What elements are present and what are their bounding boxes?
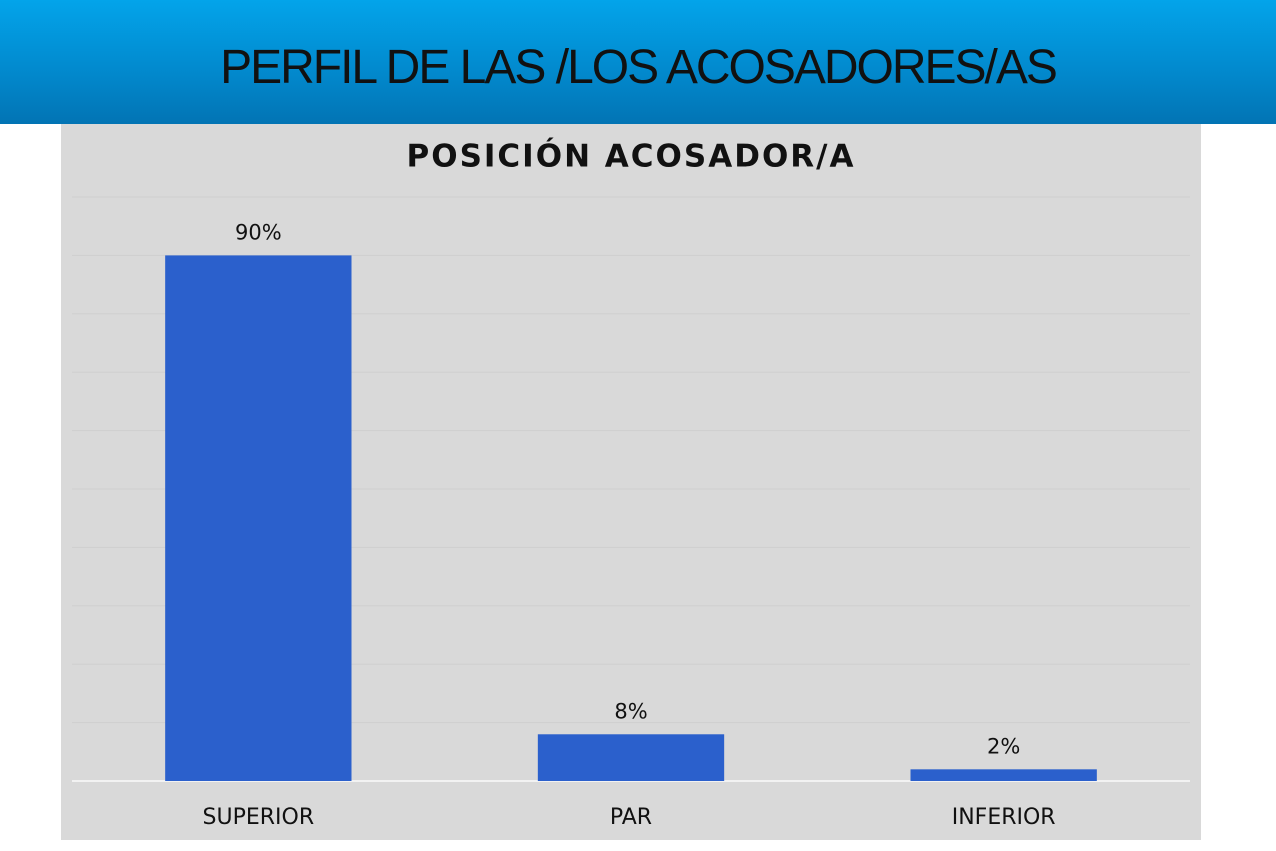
data-label: 8% (614, 699, 647, 723)
x-tick-label: SUPERIOR (203, 805, 315, 830)
x-tick-label: PAR (610, 805, 652, 830)
page-title: PERFIL DE LAS /LOS ACOSADORES/AS (220, 40, 1058, 94)
data-label: 90% (235, 220, 282, 244)
bar (537, 734, 725, 781)
data-label: 2% (987, 734, 1020, 758)
banner: PERFIL DE LAS /LOS ACOSADORES/AS (0, 0, 1276, 124)
x-tick-label: INFERIOR (952, 805, 1056, 830)
bar (165, 255, 352, 781)
chart-title: POSICIÓN ACOSADOR/A (407, 138, 856, 175)
bar (910, 769, 1097, 781)
